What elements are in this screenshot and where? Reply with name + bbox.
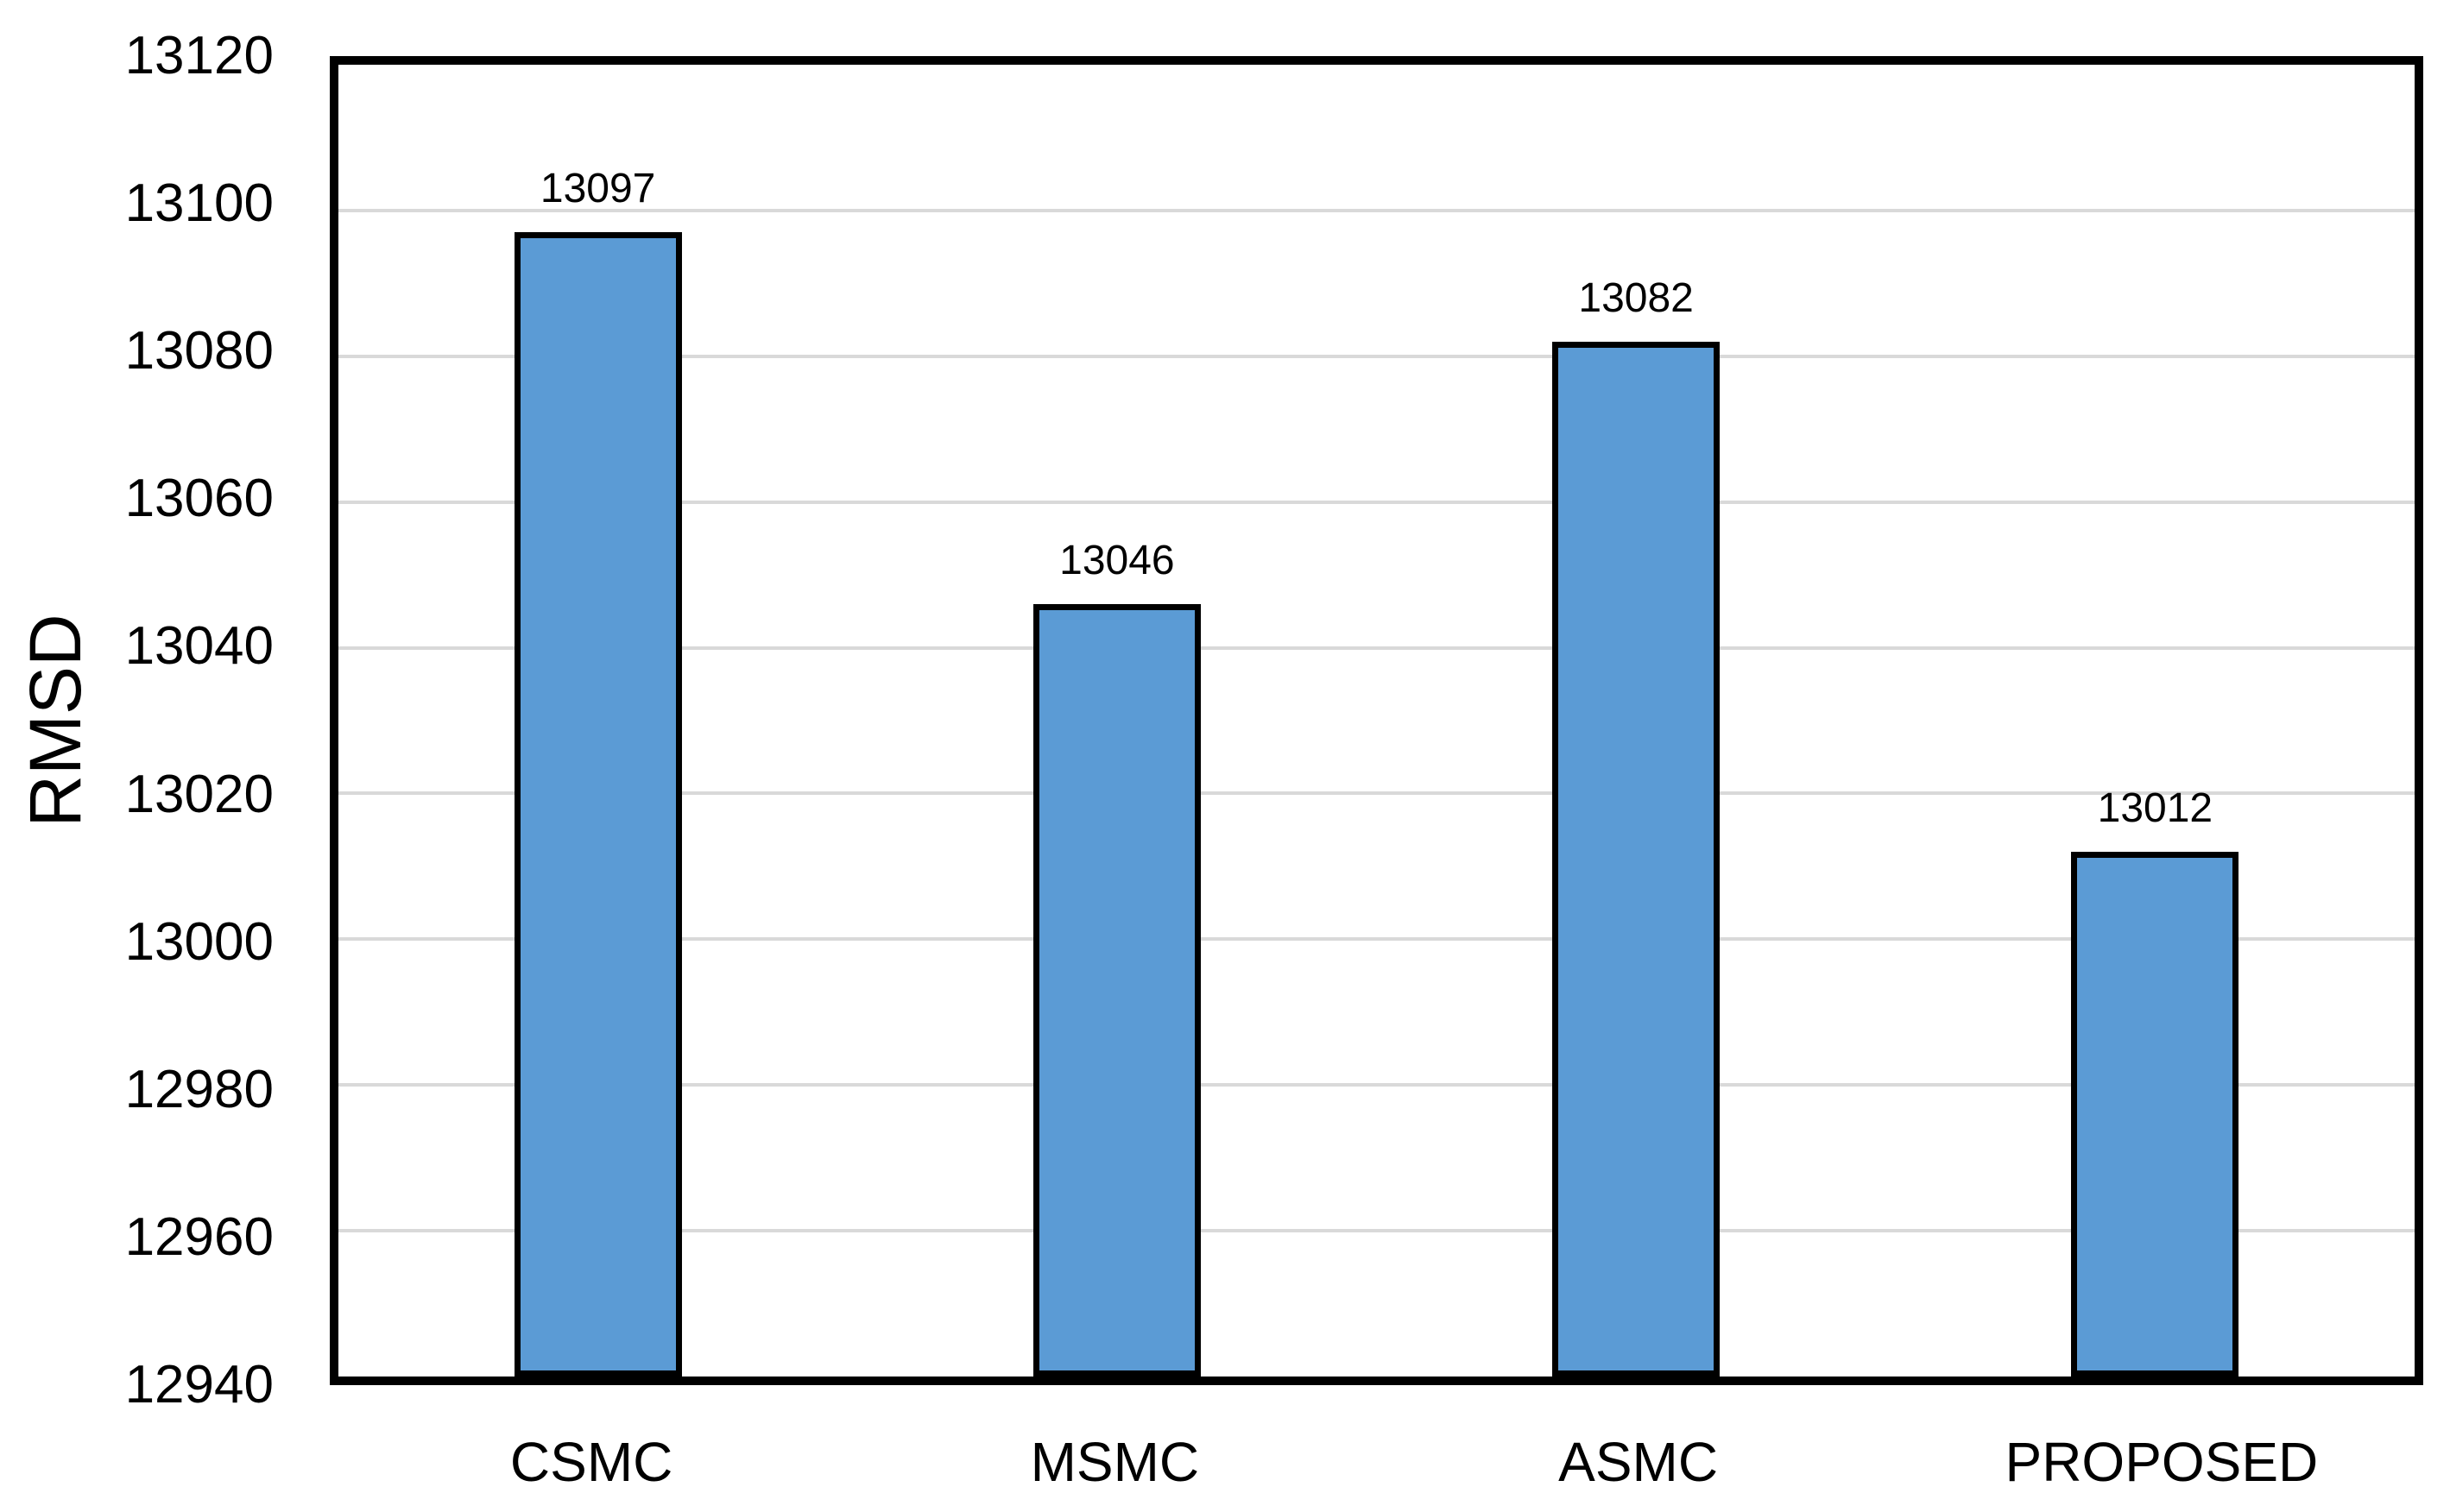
y-tick-label: 13120 <box>124 26 274 85</box>
gridlines <box>338 65 2415 1377</box>
plot-area: 13097 13046 13082 13012 <box>330 56 2423 1385</box>
bar-value-label: 13097 <box>540 166 656 212</box>
bar <box>2071 852 2239 1377</box>
bar-value-label: 13046 <box>1059 537 1175 583</box>
bar <box>514 232 682 1377</box>
bar-series: 13097 13046 13082 13012 <box>338 65 2415 1377</box>
y-tick-label: 13000 <box>124 911 274 972</box>
bar <box>1032 603 1201 1377</box>
gridline <box>338 791 2415 796</box>
y-tick-label: 13100 <box>124 173 274 234</box>
gridline <box>338 208 2415 212</box>
y-tick-label: 13040 <box>124 616 274 677</box>
gridline <box>338 937 2415 942</box>
y-tick-label: 13080 <box>124 321 274 381</box>
gridline <box>338 354 2415 358</box>
y-axis: 12940 12960 12980 13000 13020 13040 13060 13080… <box>0 29 274 1412</box>
x-tick-label: ASMC <box>1558 1431 1719 1493</box>
y-tick-label: 12960 <box>124 1206 274 1267</box>
x-tick-label: CSMC <box>509 1431 673 1493</box>
y-tick-label: 13020 <box>124 764 274 824</box>
bar <box>1552 341 1721 1377</box>
x-axis: CSMC MSMC ASMC PROPOSED <box>330 1434 2423 1503</box>
gridline <box>338 1229 2415 1233</box>
x-tick-label: PROPOSED <box>2005 1431 2319 1493</box>
gridline <box>338 500 2415 504</box>
bar-group: 13097 <box>514 168 682 1377</box>
gridline <box>338 1083 2415 1087</box>
y-tick-label: 13060 <box>124 469 274 529</box>
bar-group: 13012 <box>2071 788 2239 1377</box>
gridline <box>338 646 2415 650</box>
y-tick-label: 12940 <box>124 1355 274 1414</box>
bar-group: 13082 <box>1552 277 1721 1377</box>
bar-value-label: 13082 <box>1578 274 1694 321</box>
y-tick-label: 12980 <box>124 1059 274 1119</box>
x-tick-label: MSMC <box>1030 1431 1200 1493</box>
bar-group: 13046 <box>1032 539 1201 1377</box>
bar-value-label: 13012 <box>2097 785 2213 831</box>
